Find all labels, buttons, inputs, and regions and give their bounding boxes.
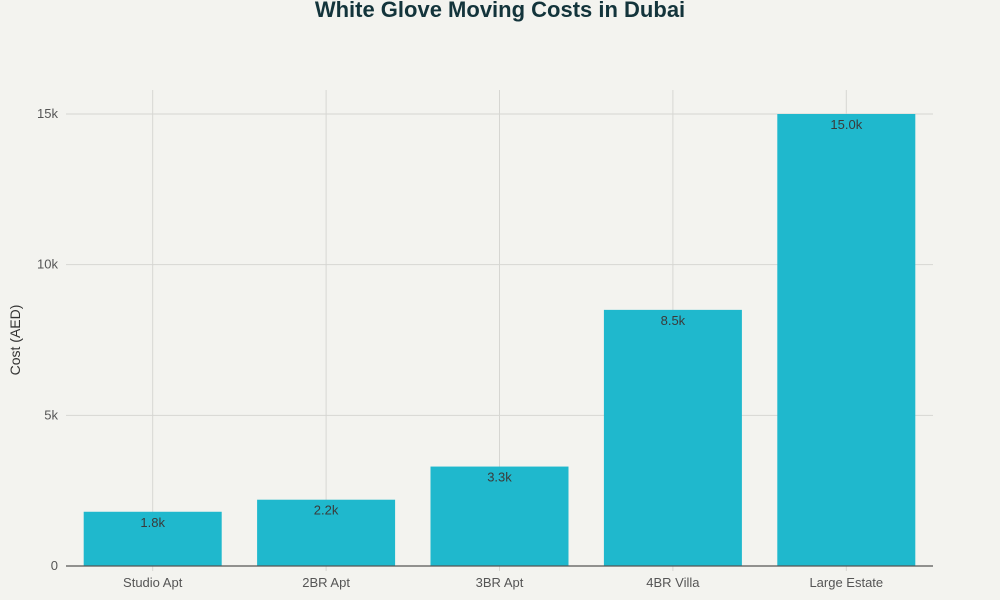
y-axis-label: Cost (AED) bbox=[7, 305, 23, 376]
bar-large-estate bbox=[777, 114, 916, 566]
x-tick-label: 2BR Apt bbox=[302, 575, 350, 590]
bars: 1.8k 2.2k 3.3k 8.5k 15.0k bbox=[83, 114, 916, 566]
axes: 0 5k 10k 15k Studio Apt 2BR Apt 3BR Apt 4BR Vil… bbox=[37, 106, 933, 590]
data-label: 2.2k bbox=[314, 503, 339, 518]
bar-3br-apt bbox=[430, 466, 569, 566]
x-tick-label: Studio Apt bbox=[123, 575, 183, 590]
data-label: 1.8k bbox=[140, 515, 165, 530]
y-tick-label: 5k bbox=[44, 407, 58, 422]
y-tick-label: 10k bbox=[37, 257, 58, 272]
bar-4br-villa bbox=[603, 309, 742, 566]
x-tick-label: 3BR Apt bbox=[476, 575, 524, 590]
data-label: 3.3k bbox=[487, 470, 512, 485]
bar-studio-apt bbox=[83, 511, 222, 566]
data-label: 15.0k bbox=[830, 117, 862, 132]
x-tick-label: 4BR Villa bbox=[646, 575, 700, 590]
y-tick-label: 15k bbox=[37, 106, 58, 121]
x-tick-label: Large Estate bbox=[809, 575, 883, 590]
bar-2br-apt bbox=[257, 499, 396, 566]
data-label: 8.5k bbox=[661, 313, 686, 328]
y-tick-label: 0 bbox=[51, 558, 58, 573]
chart-title: White Glove Moving Costs in Dubai bbox=[315, 0, 685, 22]
